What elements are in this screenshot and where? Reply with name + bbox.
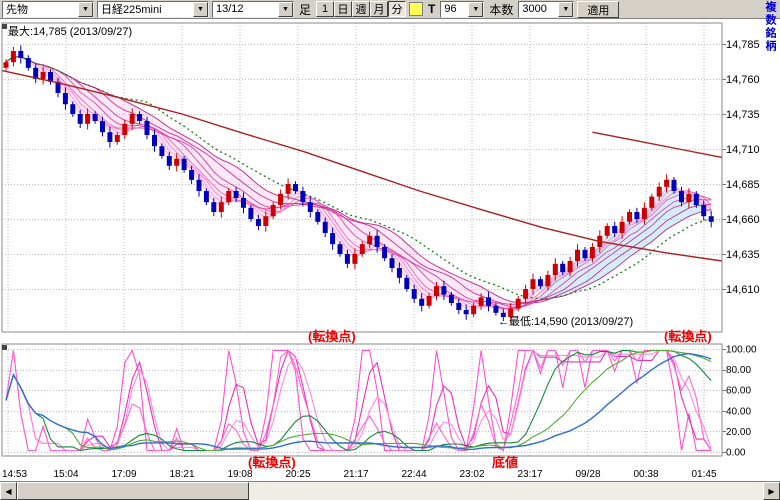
svg-text:←最低:14,590 (2013/09/27): ←最低:14,590 (2013/09/27)	[498, 315, 633, 328]
svg-text:18:21: 18:21	[169, 469, 194, 480]
bar-count-value: 3000	[522, 3, 547, 15]
svg-text:14,610: 14,610	[726, 284, 760, 296]
svg-text:22:44: 22:44	[401, 469, 426, 480]
panel-borders	[1, 22, 723, 457]
long-ma-lines	[1, 69, 723, 262]
tick-label: T	[428, 2, 436, 16]
svg-text:21:17: 21:17	[343, 469, 368, 480]
contract-month-select[interactable]: 13/12 ▼	[212, 0, 294, 18]
svg-text:23:17: 23:17	[517, 469, 542, 480]
scroll-left-button[interactable]: ◀	[0, 482, 17, 500]
toolbar: 先物 ▼ 日経225mini ▼ 13/12 ▼ 足 1 日 週 月 分 T 9…	[0, 0, 780, 19]
period-button-minute[interactable]: 分	[388, 1, 407, 17]
svg-text:14,710: 14,710	[726, 144, 760, 156]
bars-label: 本数	[489, 2, 514, 17]
period-button-day[interactable]: 日	[334, 1, 353, 17]
svg-text:最大:14,785 (2013/09/27): 最大:14,785 (2013/09/27)	[8, 24, 132, 38]
interval-value: 96	[444, 3, 457, 15]
price-chart[interactable]: 14,785 14,760 14,735 14,710 14,685 14,660 14,6…	[0, 19, 780, 481]
svg-text:底値: 底値	[492, 455, 518, 470]
svg-text:19:08: 19:08	[227, 469, 252, 480]
period-button-month[interactable]: 月	[370, 1, 389, 17]
highlight-indicator[interactable]	[409, 2, 424, 16]
chevron-down-icon[interactable]: ▼	[78, 1, 93, 17]
grid-layer	[2, 23, 726, 456]
svg-text:20.00: 20.00	[726, 427, 751, 438]
svg-text:(転換点): (転換点)	[248, 455, 296, 470]
scroll-right-button[interactable]: ▶	[763, 482, 780, 500]
contract-month-value: 13/12	[216, 3, 244, 15]
bar-count-select[interactable]: 3000 ▼	[518, 0, 575, 18]
time-axis-labels: 14:53 15:04 17:09 18:21 19:08 20:25 21:17 22:44…	[2, 469, 717, 480]
svg-text:23:02: 23:02	[459, 469, 484, 480]
instrument-type-value: 先物	[6, 4, 28, 16]
multi-symbol-tab[interactable]: 複数銘柄	[764, 1, 776, 53]
chevron-down-icon[interactable]: ▼	[468, 1, 484, 17]
svg-text:14,760: 14,760	[726, 74, 760, 86]
period-button-week[interactable]: 週	[352, 1, 371, 17]
svg-text:14:53: 14:53	[2, 469, 27, 480]
apply-button[interactable]: 適用	[577, 0, 620, 18]
chevron-down-icon[interactable]: ▼	[193, 1, 208, 17]
oscillator-lines	[5, 349, 712, 452]
svg-text:15:04: 15:04	[53, 469, 78, 480]
price-axis-labels: 14,785 14,760 14,735 14,710 14,685 14,660 14,6…	[726, 39, 760, 296]
svg-text:0.00: 0.00	[726, 448, 746, 459]
scrollbar-track[interactable]	[17, 482, 763, 500]
svg-text:(転換点): (転換点)	[308, 329, 356, 344]
svg-text:09/28: 09/28	[575, 469, 600, 480]
period-button-1[interactable]: 1	[316, 1, 335, 17]
svg-text:100.00: 100.00	[726, 345, 757, 356]
svg-text:14,660: 14,660	[726, 214, 760, 226]
svg-text:00:38: 00:38	[633, 469, 658, 480]
scrollbar-thumb[interactable]	[17, 482, 249, 500]
svg-text:20:25: 20:25	[285, 469, 310, 480]
svg-text:14,735: 14,735	[726, 109, 760, 121]
interval-select[interactable]: 96 ▼	[440, 0, 485, 18]
svg-text:14,635: 14,635	[726, 249, 760, 261]
period-label: 足	[299, 2, 312, 17]
chart-annotations: 最大:14,785 (2013/09/27) ←最低:14,590 (2013/0…	[8, 24, 712, 470]
svg-text:(転換点): (転換点)	[664, 329, 712, 344]
period-button-group: 1 日 週 月 分	[316, 1, 407, 17]
horizontal-scrollbar: ◀ ▶	[0, 481, 780, 500]
chevron-down-icon[interactable]: ▼	[278, 1, 293, 17]
oscillator-axis-labels: 100.00 80.00 60.00 40.00 20.00 0.00	[726, 345, 757, 459]
svg-text:60.00: 60.00	[726, 386, 751, 397]
symbol-select[interactable]: 日経225mini ▼	[97, 0, 209, 18]
svg-text:80.00: 80.00	[726, 365, 751, 376]
svg-text:01:45: 01:45	[691, 469, 716, 480]
ma-ribbon-fill	[6, 56, 712, 313]
chevron-down-icon[interactable]: ▼	[558, 1, 574, 17]
svg-text:14,685: 14,685	[726, 179, 760, 191]
symbol-value: 日経225mini	[101, 4, 162, 16]
candles-layer	[3, 45, 714, 323]
instrument-type-select[interactable]: 先物 ▼	[2, 0, 94, 18]
svg-text:14,785: 14,785	[726, 39, 760, 51]
svg-text:40.00: 40.00	[726, 406, 751, 417]
svg-text:17:09: 17:09	[111, 469, 136, 480]
